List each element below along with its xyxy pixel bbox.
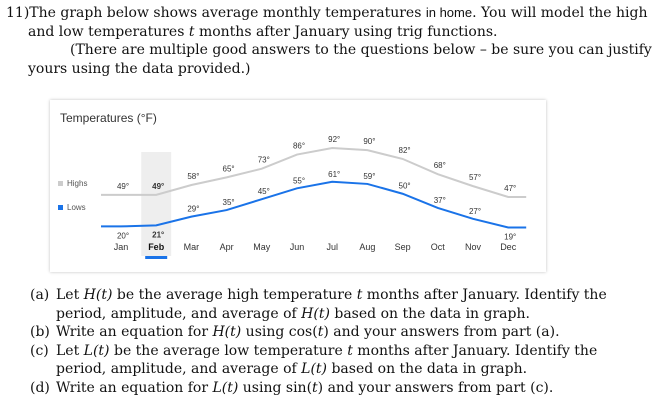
data-label-low: 55° xyxy=(293,176,305,185)
problem-intro: 11)The graph below shows average monthly… xyxy=(6,4,654,78)
question-d: (d) Write an equation for L(t) using sin(… xyxy=(30,379,650,398)
note-line2: yours using the data provided.) xyxy=(28,60,251,77)
legend-label-lows: Lows xyxy=(67,203,86,212)
math-variable: L(t) xyxy=(83,342,110,359)
data-label-low: 20° xyxy=(117,231,129,240)
legend-swatch-lows xyxy=(58,205,63,210)
data-label-low: 27° xyxy=(469,207,481,216)
month-label-jul: Jul xyxy=(326,242,338,252)
data-label-high: 73° xyxy=(258,156,270,165)
month-label-oct: Oct xyxy=(431,242,446,252)
month-label-aug: Aug xyxy=(359,242,375,252)
math-variable: L(t) xyxy=(212,379,239,396)
series-line-lows xyxy=(101,180,527,229)
question-text: months after January. Identify the perio… xyxy=(56,342,598,378)
month-label-sep: Sep xyxy=(395,242,411,252)
month-label-nov: Nov xyxy=(465,242,482,252)
series-line-highs xyxy=(101,146,527,199)
data-label-high: 82° xyxy=(399,146,411,155)
question-label: (d) xyxy=(30,379,50,396)
chart-title: Temperatures (°F) xyxy=(60,111,157,125)
question-text: ) and your answers from part (a). xyxy=(323,324,560,340)
question-text: using sin( xyxy=(238,379,313,396)
intro-line2b: months after January using trig function… xyxy=(198,23,498,40)
data-label-high: 58° xyxy=(187,172,199,181)
question-text: be the average high temperature xyxy=(112,287,357,303)
month-label-jun: Jun xyxy=(290,242,305,252)
question-label: (c) xyxy=(30,342,49,359)
legend-swatch-highs xyxy=(58,181,63,186)
data-label-low: 37° xyxy=(434,196,446,205)
chart-svg: Temperatures (°F) Highs Lows 49° 20° Jan 49° 21… xyxy=(58,111,527,259)
legend-label-highs: Highs xyxy=(67,179,87,188)
month-label-may: May xyxy=(253,242,271,252)
question-text: ) and your answers from part (c). xyxy=(317,379,554,396)
data-label-low: 19° xyxy=(504,233,516,242)
question-text: based on the data in graph. xyxy=(327,361,528,377)
month-label-feb: Feb xyxy=(148,242,165,252)
question-list: (a) Let H(t) be the average high temperat… xyxy=(30,286,650,397)
data-label-high: 47° xyxy=(504,184,516,193)
data-label-low: 45° xyxy=(258,187,270,196)
math-variable: H(t) xyxy=(301,305,330,322)
data-label-low: 59° xyxy=(363,172,375,181)
question-text: Let xyxy=(56,342,84,359)
intro-line1-end: . You will model the high xyxy=(472,5,648,21)
month-label-jan: Jan xyxy=(114,242,129,252)
question-a: (a) Let H(t) be the average high temperat… xyxy=(30,286,650,323)
question-label: (a) xyxy=(30,287,50,303)
temperature-chart: Temperatures (°F) Highs Lows 49° 20° Jan 49° 21… xyxy=(50,100,546,272)
question-text: Write an equation for xyxy=(56,379,213,396)
question-text: based on the data in graph. xyxy=(329,305,530,322)
data-label-high: 57° xyxy=(469,173,481,182)
question-b: (b) Write an equation for H(t) using cos(… xyxy=(30,323,650,342)
data-label-low: 29° xyxy=(187,205,199,214)
question-text: months after January. Identify the perio… xyxy=(56,287,607,322)
data-label-high: 49° xyxy=(152,182,164,191)
math-variable: t xyxy=(312,379,318,396)
math-variable: H(t) xyxy=(83,287,113,303)
question-label: (b) xyxy=(30,324,50,340)
question-text: Write an equation for xyxy=(56,324,213,340)
intro-home: in home xyxy=(425,5,473,20)
math-variable: t xyxy=(347,342,353,359)
data-label-low: 21° xyxy=(152,230,164,239)
data-label-high: 49° xyxy=(117,182,129,191)
month-label-apr: Apr xyxy=(220,242,234,252)
data-label-high: 90° xyxy=(363,137,375,146)
data-label-high: 68° xyxy=(434,161,446,170)
selected-month-indicator xyxy=(145,256,168,259)
highlight-column xyxy=(141,152,172,256)
data-label-high: 92° xyxy=(328,135,340,144)
question-text: Let xyxy=(56,287,84,303)
month-label-dec: Dec xyxy=(500,242,517,252)
problem-number: 11) xyxy=(6,5,30,21)
data-label-high: 65° xyxy=(223,164,235,173)
note-line1: (There are multiple good answers to the … xyxy=(70,42,652,58)
question-c: (c) Let L(t) be the average low temperatu… xyxy=(30,342,650,379)
intro-line2a: and low temperatures xyxy=(28,23,185,40)
math-variable: t xyxy=(356,287,363,303)
math-variable: L(t) xyxy=(301,361,328,377)
data-label-low: 50° xyxy=(399,182,411,191)
var-t: t xyxy=(188,23,195,40)
data-label-low: 61° xyxy=(328,170,340,179)
question-text: using cos( xyxy=(241,324,318,340)
data-label-low: 35° xyxy=(223,198,235,207)
intro-line1: The graph below shows average monthly te… xyxy=(29,5,422,21)
data-label-high: 86° xyxy=(293,142,305,151)
month-label-mar: Mar xyxy=(184,242,200,252)
math-variable: t xyxy=(317,324,324,340)
math-variable: H(t) xyxy=(212,324,242,340)
question-text: be the average low temperature xyxy=(109,342,348,359)
